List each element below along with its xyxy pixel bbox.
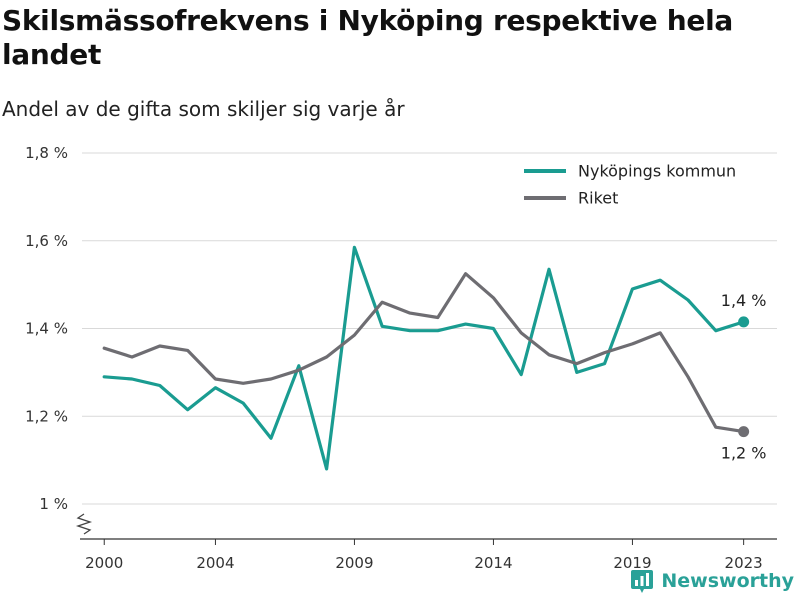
bar-chart-logo-icon [631, 570, 654, 593]
x-tick-label: 2004 [196, 554, 234, 572]
x-tick-label: 2000 [85, 554, 123, 572]
x-axis: 2000 2004 2009 2014 2019 2023 [80, 538, 777, 572]
x-tick-label: 2023 [725, 554, 763, 572]
y-tick-label: 1,2 % [25, 407, 68, 425]
legend: Nyköpings kommun Riket [524, 162, 736, 208]
y-tick-label: 1,4 % [25, 320, 68, 338]
end-labels: 1,4 % 1,2 % [721, 291, 767, 463]
series-line [102, 272, 746, 434]
y-axis: 1 % 1,2 % 1,4 % 1,6 % 1,8 % [25, 144, 93, 535]
axis-break-icon [75, 513, 93, 535]
x-tick-label: 2019 [613, 554, 651, 572]
grid-lines [82, 152, 777, 505]
y-tick-label: 1 % [39, 495, 68, 513]
series-end-label: 1,2 % [721, 444, 767, 463]
series-line [102, 245, 746, 471]
x-tick-label: 2014 [474, 554, 512, 572]
brand-name: Newsworthy [661, 570, 794, 592]
y-tick-label: 1,6 % [25, 232, 68, 250]
series-lines [102, 245, 750, 471]
y-tick-label: 1,8 % [25, 144, 68, 162]
series-end-point [738, 426, 750, 438]
legend-label: Riket [578, 189, 618, 208]
series-end-label: 1,4 % [721, 291, 767, 310]
chart-subtitle: Andel av de gifta som skiljer sig varje … [2, 97, 405, 121]
x-tick-label: 2009 [335, 554, 373, 572]
legend-label: Nyköpings kommun [578, 162, 736, 181]
newsworthy-logo: Newsworthy [629, 568, 794, 594]
chart-title: Skilsmässofrekvens i Nyköping respektive… [2, 4, 733, 71]
series-end-point [738, 316, 750, 328]
